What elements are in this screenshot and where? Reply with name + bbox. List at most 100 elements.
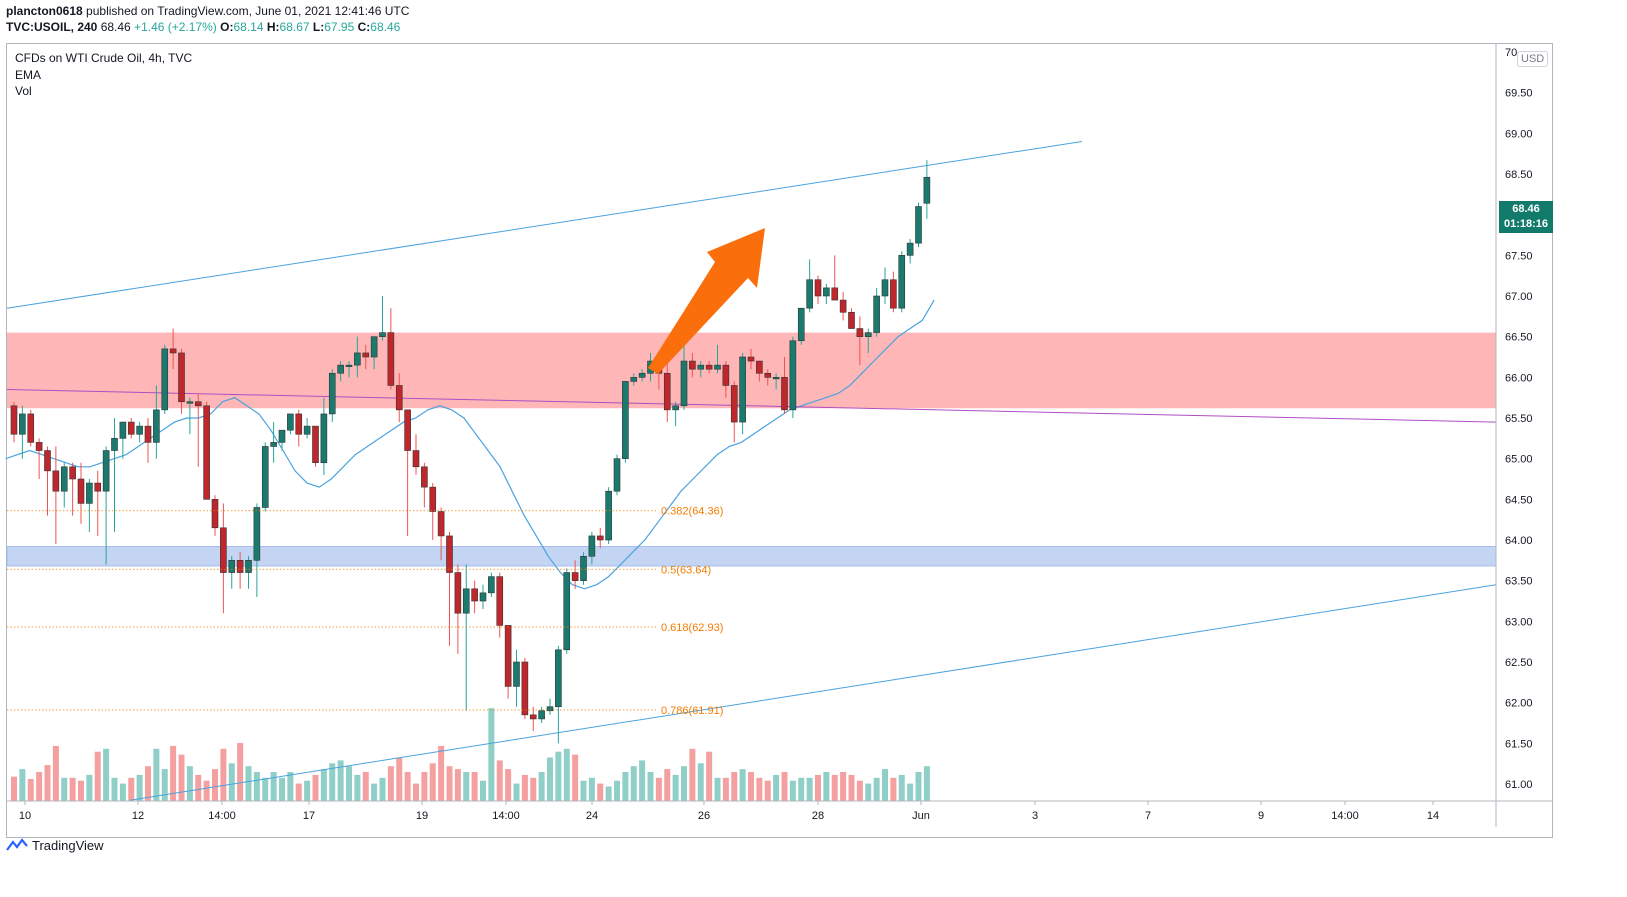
candle-body — [437, 511, 445, 537]
volume-bar — [119, 783, 126, 801]
volume-bar — [815, 774, 821, 801]
publisher-name[interactable]: plancton0618 — [6, 4, 83, 18]
candle-body — [362, 352, 370, 358]
volume-bar — [848, 774, 855, 801]
price-tick-label: 63.50 — [1505, 576, 1533, 588]
price-tick-label: 65.50 — [1505, 413, 1533, 425]
volume-bar — [764, 780, 771, 801]
candle-body — [764, 372, 772, 378]
time-tick-label: 10 — [19, 810, 31, 822]
candle-body — [488, 576, 495, 594]
volume-bar — [11, 776, 17, 801]
candle-body — [136, 425, 143, 435]
candle-body — [605, 490, 612, 541]
last-price: 68.46 — [100, 20, 131, 34]
candle-body — [580, 555, 587, 581]
volume-bar — [170, 745, 177, 801]
time-tick-label: 14:00 — [208, 810, 236, 822]
candle-body — [906, 242, 914, 256]
volume-bar — [672, 774, 679, 801]
candle-body — [739, 356, 746, 423]
volume-bar — [840, 772, 847, 801]
candle-body — [513, 661, 520, 687]
time-tick-label: 7 — [1145, 810, 1151, 822]
volume-bar — [856, 780, 863, 801]
volume-bar — [379, 777, 386, 801]
candle-body — [638, 372, 646, 378]
resistance-zone — [7, 332, 1496, 409]
volume-bar — [714, 777, 721, 801]
volume-bar — [94, 751, 101, 801]
ohlc-line: TVC:USOIL, 240 68.46 +1.46 (+2.17%) O:68… — [6, 20, 400, 34]
volume-bar — [538, 772, 545, 801]
candle-body — [10, 405, 18, 435]
volume-bar — [253, 772, 260, 801]
time-tick-label: 28 — [812, 810, 824, 822]
candle-body — [303, 425, 311, 435]
volume-bar — [756, 777, 763, 801]
close-label: C: — [357, 20, 371, 34]
volume-bar — [588, 777, 595, 801]
volume-bar — [463, 772, 470, 801]
volume-bar — [521, 774, 528, 801]
candle-body — [404, 409, 411, 451]
candle-body — [178, 352, 185, 403]
volume-bar — [429, 763, 436, 801]
candle-body — [77, 478, 85, 504]
time-tick-label: 14:00 — [1331, 810, 1359, 822]
time-tick-label: 26 — [698, 810, 710, 822]
time-tick-label: 17 — [303, 810, 315, 822]
channel-upper-line — [6, 140, 1083, 309]
badge-price: 68.46 — [1512, 203, 1540, 215]
volume-bar — [722, 777, 729, 801]
volume-bar — [689, 748, 696, 801]
candle-body — [797, 307, 805, 342]
volume-bar — [530, 777, 537, 801]
candle-body — [529, 714, 537, 720]
price-tick-label: 63.00 — [1505, 616, 1533, 628]
volume-bar — [362, 772, 369, 801]
candle-body — [890, 279, 897, 309]
candle-body — [236, 560, 244, 573]
volume-bar — [496, 760, 503, 801]
candle-body — [186, 401, 194, 404]
volume-bar — [228, 763, 235, 801]
price-tick-label: 69.50 — [1505, 88, 1533, 100]
publish-info: plancton0618 published on TradingView.co… — [6, 4, 409, 18]
tradingview-logo-icon — [6, 838, 28, 855]
candle-body — [923, 176, 931, 204]
candle-body — [471, 588, 478, 602]
candle-body — [345, 364, 353, 367]
volume-bar — [664, 769, 671, 801]
chart-frame[interactable] — [6, 43, 1553, 838]
volume-bar — [706, 751, 713, 801]
currency-button[interactable]: USD — [1517, 51, 1549, 67]
volume-bar — [647, 772, 654, 801]
volume-bar — [915, 772, 922, 801]
volume-bar — [371, 783, 378, 801]
volume-bar — [354, 774, 361, 801]
volume-bar — [639, 760, 646, 801]
tradingview-footer[interactable]: TradingView — [6, 838, 104, 855]
volume-bar — [580, 780, 587, 801]
price-tick-label: 62.50 — [1505, 657, 1533, 669]
time-tick-label: Jun — [912, 810, 930, 822]
candle-body — [697, 364, 705, 370]
volume-bar — [748, 772, 754, 801]
time-tick-label: 9 — [1258, 810, 1264, 822]
volume-bar — [103, 748, 110, 801]
candle-body — [27, 413, 35, 443]
candle-body — [563, 572, 571, 651]
volume-bar — [270, 772, 277, 801]
publish-date: published on TradingView.com, June 01, 2… — [86, 4, 410, 18]
candle-body — [320, 413, 328, 464]
candle-body — [111, 438, 118, 451]
volume-bar — [563, 748, 570, 801]
volume-bar — [781, 772, 788, 801]
candle-body — [35, 442, 43, 451]
volume-bar — [806, 777, 813, 801]
time-tick-label: 14:00 — [492, 810, 520, 822]
volume-bar — [396, 757, 403, 801]
candle-body — [588, 535, 596, 557]
